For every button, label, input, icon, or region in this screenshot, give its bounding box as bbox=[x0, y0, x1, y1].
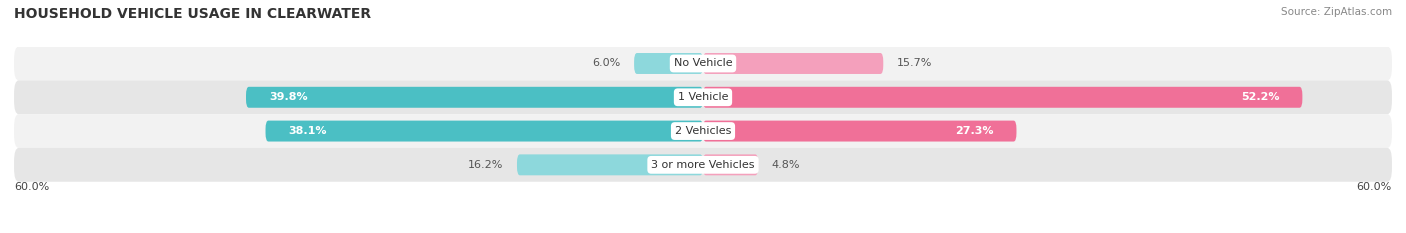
Text: 39.8%: 39.8% bbox=[269, 92, 308, 102]
FancyBboxPatch shape bbox=[703, 121, 1017, 141]
FancyBboxPatch shape bbox=[703, 154, 758, 175]
Text: 15.7%: 15.7% bbox=[897, 58, 932, 69]
Text: HOUSEHOLD VEHICLE USAGE IN CLEARWATER: HOUSEHOLD VEHICLE USAGE IN CLEARWATER bbox=[14, 7, 371, 21]
FancyBboxPatch shape bbox=[14, 148, 1392, 182]
Text: 2 Vehicles: 2 Vehicles bbox=[675, 126, 731, 136]
FancyBboxPatch shape bbox=[266, 121, 703, 141]
Text: No Vehicle: No Vehicle bbox=[673, 58, 733, 69]
FancyBboxPatch shape bbox=[517, 154, 703, 175]
FancyBboxPatch shape bbox=[634, 53, 703, 74]
FancyBboxPatch shape bbox=[246, 87, 703, 108]
Text: 6.0%: 6.0% bbox=[592, 58, 620, 69]
Text: 3 or more Vehicles: 3 or more Vehicles bbox=[651, 160, 755, 170]
Text: 52.2%: 52.2% bbox=[1241, 92, 1279, 102]
FancyBboxPatch shape bbox=[14, 114, 1392, 148]
Text: 16.2%: 16.2% bbox=[468, 160, 503, 170]
Text: 1 Vehicle: 1 Vehicle bbox=[678, 92, 728, 102]
FancyBboxPatch shape bbox=[14, 47, 1392, 80]
FancyBboxPatch shape bbox=[14, 80, 1392, 114]
FancyBboxPatch shape bbox=[703, 87, 1302, 108]
Text: 27.3%: 27.3% bbox=[955, 126, 994, 136]
Legend: Owner-occupied, Renter-occupied: Owner-occupied, Renter-occupied bbox=[582, 232, 824, 233]
FancyBboxPatch shape bbox=[703, 53, 883, 74]
Text: 60.0%: 60.0% bbox=[1357, 182, 1392, 192]
Text: 38.1%: 38.1% bbox=[288, 126, 328, 136]
Text: 60.0%: 60.0% bbox=[14, 182, 49, 192]
Text: Source: ZipAtlas.com: Source: ZipAtlas.com bbox=[1281, 7, 1392, 17]
Text: 4.8%: 4.8% bbox=[772, 160, 800, 170]
